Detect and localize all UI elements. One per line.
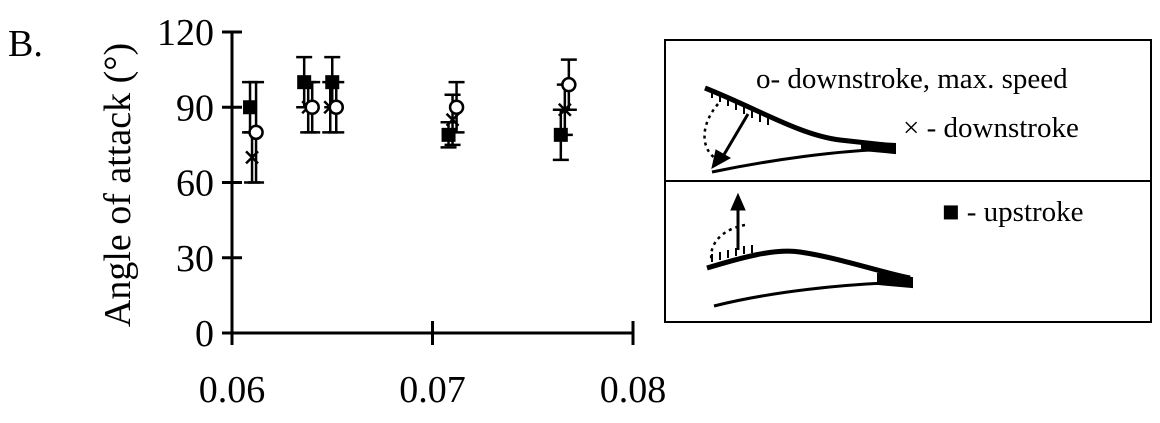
legend-item-downstroke: × - downstroke bbox=[903, 112, 1079, 144]
upstroke-wing-illustration bbox=[706, 192, 913, 308]
legend-item-downstroke-max-speed: o- downstroke, max. speed bbox=[756, 63, 1068, 95]
y-tick-label: 60 bbox=[176, 163, 214, 205]
upstroke-wing-tip bbox=[877, 272, 913, 289]
y-axis-label: Angle of attack (°) bbox=[97, 43, 139, 327]
data-point-open-circle bbox=[560, 58, 577, 112]
downstroke-arrow-shaft bbox=[720, 113, 750, 159]
legend-box: o- downstroke, max. speed × - downstroke… bbox=[664, 39, 1152, 323]
chart-axes bbox=[230, 32, 633, 335]
upstroke-arrow-head bbox=[730, 192, 746, 211]
marker-circle bbox=[248, 124, 264, 141]
data-point-open-circle bbox=[304, 80, 321, 134]
marker-circle bbox=[328, 99, 345, 115]
downstroke-wing-illustration bbox=[703, 85, 896, 174]
upstroke-wing-upper-edge bbox=[706, 248, 911, 281]
marker-square bbox=[243, 100, 258, 115]
data-point-filled-square bbox=[440, 121, 457, 149]
downstroke-wing-tip bbox=[861, 140, 896, 155]
marker-circle bbox=[448, 99, 465, 115]
data-point-open-circle bbox=[248, 80, 265, 184]
x-tick-label: 0.07 bbox=[399, 369, 466, 411]
downstroke-hatching bbox=[711, 90, 769, 125]
legend-item-upstroke: ■ - upstroke bbox=[942, 196, 1084, 228]
downstroke-wing-upper-edge bbox=[704, 85, 896, 149]
data-marks bbox=[242, 55, 577, 184]
y-tick-label: 120 bbox=[157, 12, 214, 54]
x-tick-label: 0.08 bbox=[600, 369, 667, 411]
y-tick-label: 0 bbox=[195, 313, 214, 355]
y-tick-label: 30 bbox=[176, 238, 214, 280]
downstroke-motion-arc bbox=[703, 103, 719, 162]
marker-circle bbox=[561, 76, 577, 93]
panel-label: B. bbox=[8, 23, 43, 65]
marker-circle bbox=[304, 99, 320, 115]
data-point-open-circle bbox=[328, 80, 345, 134]
x-ticks: 0.06 0.07 0.08 bbox=[199, 321, 667, 411]
y-tick-label: 90 bbox=[176, 87, 214, 129]
downstroke-arrow-head bbox=[711, 149, 732, 169]
x-tick-label: 0.06 bbox=[199, 369, 266, 411]
data-point-open-circle bbox=[448, 80, 465, 134]
y-ticks: 0 30 60 90 120 bbox=[157, 12, 242, 355]
